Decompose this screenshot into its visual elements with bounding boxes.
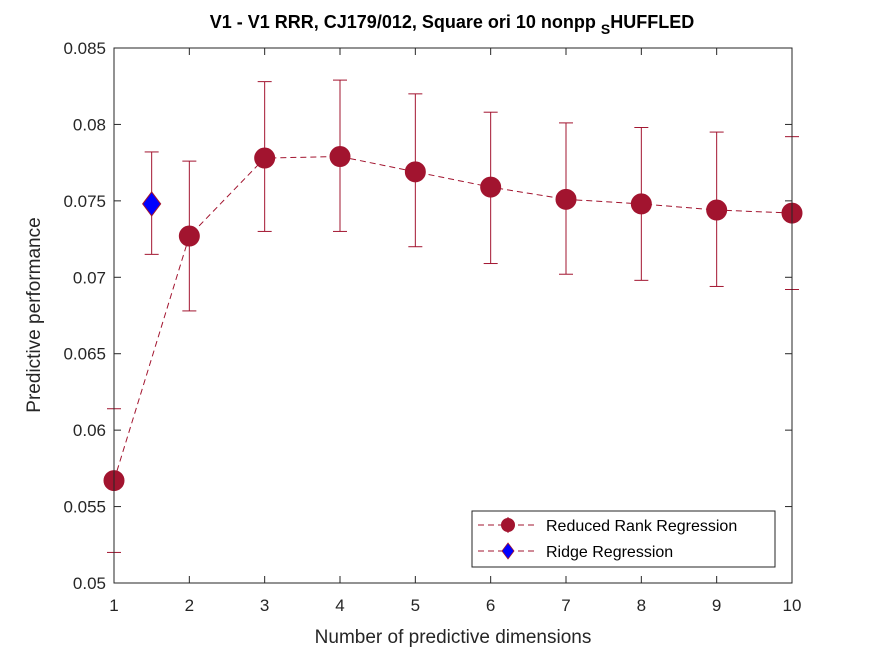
legend-ridge-marker [501,542,515,560]
y-tick-label-0: 0.05 [73,574,106,593]
y-axis-label: Predictive performance [24,217,45,412]
x-tick-label-3: 3 [260,596,269,615]
y-tick-label-3: 0.065 [63,345,106,364]
rrr-point-5 [404,161,426,183]
y-tick-label-4: 0.07 [73,268,106,287]
rrr-point-7 [555,188,577,210]
legend-entry-rrr: Reduced Rank Regression [478,517,737,535]
legend-entry-ridge: Ridge Regression [478,542,673,561]
x-tick-label-4: 4 [335,596,344,615]
y-tick-label-2: 0.06 [73,421,106,440]
x-axis-label: Number of predictive dimensions [315,627,592,648]
rrr-point-4 [329,146,351,168]
rrr-point-6 [480,176,502,198]
x-tick-label-7: 7 [561,596,570,615]
ridge-point-1 [142,191,162,217]
rrr-point-9 [706,199,728,221]
y-tick-label-6: 0.08 [73,115,106,134]
y-tick-label-7: 0.085 [63,39,106,58]
x-tick-label-6: 6 [486,596,495,615]
rrr-point-3 [254,147,276,169]
rrr-point-2 [178,225,200,247]
y-axis-ticks: 0.05 0.055 0.06 0.065 0.07 0.075 0.08 0.085 [63,39,792,593]
rrr-point-8 [630,193,652,215]
legend-rrr-marker [501,518,515,532]
plot-series [103,79,803,553]
x-tick-label-2: 2 [185,596,194,615]
chart-title: V1 - V1 RRR, CJ179/012, Square ori 10 no… [210,12,695,37]
legend-ridge-label: Ridge Regression [546,544,673,561]
plot-area-frame [113,47,793,584]
y-tick-label-1: 0.055 [63,498,106,517]
y-tick-label-5: 0.075 [63,192,106,211]
rrr-dashed-line [113,156,793,481]
legend: Reduced Rank Regression Ridge Regression [471,510,776,568]
x-tick-label-1: 1 [109,596,118,615]
x-tick-label-5: 5 [411,596,420,615]
x-tick-label-8: 8 [637,596,646,615]
legend-box [471,510,776,568]
x-tick-label-10: 10 [783,596,802,615]
legend-rrr-label: Reduced Rank Regression [546,518,737,535]
x-tick-label-9: 9 [712,596,721,615]
